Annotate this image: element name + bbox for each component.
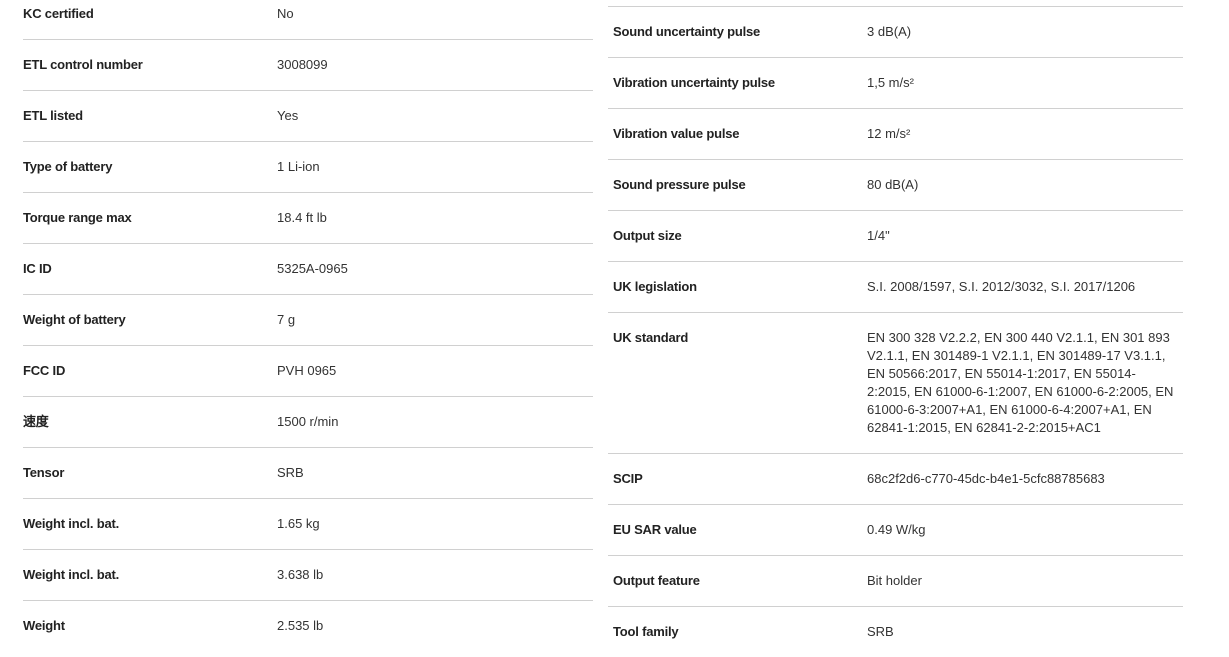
spec-label: Output size xyxy=(613,228,682,243)
spec-row: Sound uncertainty pulse 3 dB(A) xyxy=(608,7,1183,58)
spec-label: Weight incl. bat. xyxy=(23,516,120,531)
spec-value: 18.4 ft lb xyxy=(277,210,327,225)
spec-label: Output feature xyxy=(613,573,700,588)
spec-label: Tensor xyxy=(23,465,65,480)
spec-value: 80 dB(A) xyxy=(867,177,919,192)
spec-value: PVH 0965 xyxy=(277,363,337,378)
spec-label: ETL control number xyxy=(23,57,143,72)
spec-label: Sound pressure pulse xyxy=(613,177,746,192)
spec-row: ETL listed Yes xyxy=(23,91,593,142)
spec-value: 3008099 xyxy=(277,57,328,72)
spec-value: SRB xyxy=(867,624,894,639)
spec-label: 速度 xyxy=(23,414,49,429)
spec-row: Type of battery 1 Li-ion xyxy=(23,142,593,193)
spec-row: EU SAR value 0.49 W/kg xyxy=(608,505,1183,556)
spec-row: UK legislation S.I. 2008/1597, S.I. 2012/… xyxy=(608,262,1183,313)
spec-value: 1.65 kg xyxy=(277,516,320,531)
spec-row: Weight 2.535 lb xyxy=(23,601,593,651)
spec-value: S.I. 2008/1597, S.I. 2012/3032, S.I. 201… xyxy=(867,279,1136,294)
spec-value: 68c2f2d6-c770-45dc-b4e1-5cfc88785683 xyxy=(867,471,1105,486)
spec-value: 1 Li-ion xyxy=(277,159,320,174)
spec-label: IC ID xyxy=(23,261,52,276)
spec-value: 1,5 m/s² xyxy=(867,75,914,90)
spec-row: UK standard EN 300 328 V2.2.2, EN 300 440… xyxy=(608,313,1183,454)
spec-label: UK standard xyxy=(613,330,689,345)
spec-label: Weight incl. bat. xyxy=(23,567,120,582)
spec-row: Weight incl. bat. 1.65 kg xyxy=(23,499,593,550)
spec-value: 7 g xyxy=(277,312,296,327)
spec-label: SCIP xyxy=(613,471,643,486)
spec-row: SCIP 68c2f2d6-c770-45dc-b4e1-5cfc88785683 xyxy=(608,454,1183,505)
spec-value: SRB xyxy=(277,465,304,480)
spec-row: KC certified No xyxy=(23,0,593,40)
spec-label: Type of battery xyxy=(23,159,113,174)
spec-label: Torque range max xyxy=(23,210,132,225)
spec-value: 5325A-0965 xyxy=(277,261,348,276)
spec-table-right: Sound uncertainty pulse 3 dB(A) Vibration … xyxy=(608,6,1183,657)
spec-label: Weight of battery xyxy=(23,312,126,327)
spec-row: Sound pressure pulse 80 dB(A) xyxy=(608,160,1183,211)
spec-value: 2.535 lb xyxy=(277,618,324,633)
spec-value: No xyxy=(277,6,294,21)
spec-label: Vibration uncertainty pulse xyxy=(613,75,775,90)
spec-label: UK legislation xyxy=(613,279,697,294)
spec-label: Weight xyxy=(23,618,65,633)
spec-row: Vibration value pulse 12 m/s² xyxy=(608,109,1183,160)
spec-value: 12 m/s² xyxy=(867,126,911,141)
spec-row: Output size 1/4" xyxy=(608,211,1183,262)
spec-value: 3 dB(A) xyxy=(867,24,912,39)
spec-label: Tool family xyxy=(613,624,679,639)
spec-value: Bit holder xyxy=(867,573,922,588)
spec-table-left: KC certified No ETL control number 3008099 E… xyxy=(23,0,593,651)
spec-value: 1500 r/min xyxy=(277,414,339,429)
spec-row: FCC ID PVH 0965 xyxy=(23,346,593,397)
spec-row: Tool family SRB xyxy=(608,607,1183,657)
spec-label: ETL listed xyxy=(23,108,83,123)
spec-row: 速度 1500 r/min xyxy=(23,397,593,448)
spec-row: Vibration uncertainty pulse 1,5 m/s² xyxy=(608,58,1183,109)
spec-row: Weight of battery 7 g xyxy=(23,295,593,346)
spec-label: KC certified xyxy=(23,6,94,21)
spec-label: EU SAR value xyxy=(613,522,697,537)
spec-row: Output feature Bit holder xyxy=(608,556,1183,607)
spec-value: 0.49 W/kg xyxy=(867,522,926,537)
spec-row: Weight incl. bat. 3.638 lb xyxy=(23,550,593,601)
spec-value: Yes xyxy=(277,108,299,123)
spec-value: 3.638 lb xyxy=(277,567,324,582)
spec-row: Tensor SRB xyxy=(23,448,593,499)
spec-label: Sound uncertainty pulse xyxy=(613,24,761,39)
spec-row: IC ID 5325A-0965 xyxy=(23,244,593,295)
spec-label: Vibration value pulse xyxy=(613,126,740,141)
spec-row: ETL control number 3008099 xyxy=(23,40,593,91)
spec-row: Torque range max 18.4 ft lb xyxy=(23,193,593,244)
spec-label: FCC ID xyxy=(23,363,66,378)
spec-value: 1/4" xyxy=(867,228,890,243)
spec-value: EN 300 328 V2.2.2, EN 300 440 V2.1.1, EN… xyxy=(867,330,1174,435)
